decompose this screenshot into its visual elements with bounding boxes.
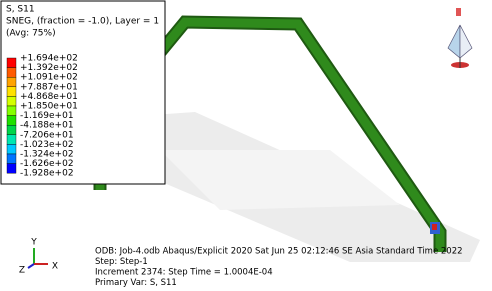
legend-swatch (7, 116, 16, 126)
info-line: Increment 2374: Step Time = 1.0004E-04 (95, 268, 273, 278)
legend-label: -1.626e+02 (20, 159, 74, 169)
legend-label: -1.928e+02 (20, 169, 74, 179)
legend-swatch (7, 164, 16, 174)
legend-swatch (7, 154, 16, 164)
legend-swatch (7, 87, 16, 97)
legend-swatch (7, 135, 16, 145)
legend-swatch (7, 125, 16, 135)
legend-swatch (7, 106, 16, 116)
info-line: Primary Var: S, S11 (95, 278, 177, 288)
legend-title: (Avg: 75%) (6, 29, 56, 39)
legend-label: +7.887e+01 (20, 82, 78, 92)
axis-triad: Y Z X (19, 238, 58, 276)
shadow (160, 150, 400, 210)
info-line: ODB: Job-4.odb Abaqus/Explicit 2020 Sat … (95, 247, 463, 257)
legend-label: -4.188e+01 (20, 121, 74, 131)
legend-label: +1.694e+02 (20, 54, 78, 64)
legend-title: SNEG, (fraction = -1.0), Layer = 1 (6, 17, 159, 27)
axis-label: Z (19, 266, 25, 276)
view-triad (448, 8, 472, 68)
legend-swatch (7, 68, 16, 78)
axis-label: X (52, 262, 58, 272)
legend-swatch (7, 77, 16, 87)
legend-label: -1.324e+02 (20, 150, 74, 160)
legend-label: +1.392e+02 (20, 63, 78, 73)
viewport: S, S11 SNEG, (fraction = -1.0), Layer = 1… (0, 0, 492, 291)
legend-label: +1.091e+02 (20, 73, 78, 83)
stress-spot (432, 224, 437, 230)
legend-label: -1.169e+01 (20, 111, 74, 121)
info-line: Step: Step-1 (95, 257, 148, 267)
axis-label: Y (30, 238, 37, 248)
legend-swatch (7, 58, 16, 68)
legend-label: +1.850e+01 (20, 102, 78, 112)
legend-label: -1.023e+02 (20, 140, 74, 150)
info-block: ODB: Job-4.odb Abaqus/Explicit 2020 Sat … (95, 247, 463, 289)
legend-swatch (7, 144, 16, 154)
viewport-canvas: S, S11 SNEG, (fraction = -1.0), Layer = 1… (0, 0, 492, 291)
legend-swatch (7, 96, 16, 106)
legend-label: +4.868e+01 (20, 92, 78, 102)
legend-label: -7.206e+01 (20, 130, 74, 140)
legend-title: S, S11 (6, 5, 35, 15)
